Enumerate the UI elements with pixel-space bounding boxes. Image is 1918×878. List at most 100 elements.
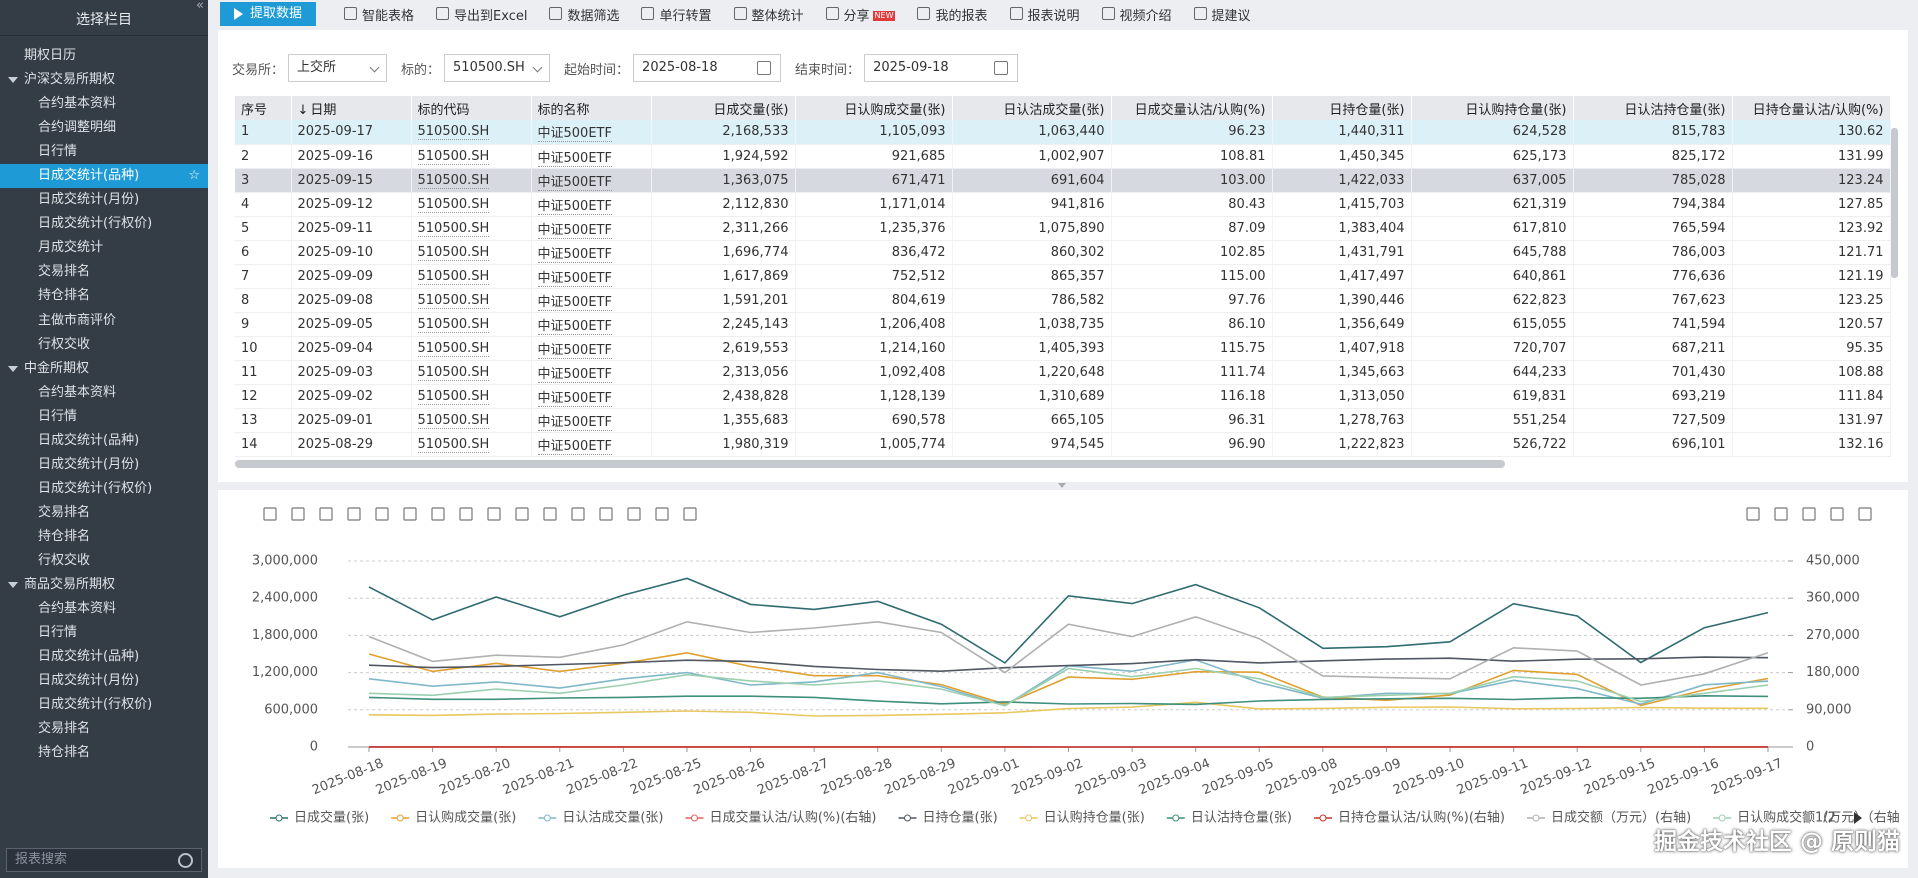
- sidebar-group[interactable]: 沪深交易所期权: [0, 68, 208, 92]
- chart-tool-icon[interactable]: [431, 507, 445, 521]
- table-row[interactable]: 10 2025-09-04 510500.SH 中证500ETF 2,619,553 1,…: [235, 336, 1891, 361]
- chart-tool-icon[interactable]: [319, 507, 333, 521]
- sidebar-item[interactable]: 持仓排名: [38, 745, 91, 761]
- chart-tool-icon[interactable]: [403, 507, 417, 521]
- horizontal-scrollbar[interactable]: [235, 460, 1505, 468]
- sidebar-item[interactable]: 日行情: [38, 144, 78, 160]
- start-date[interactable]: 2025-08-18: [633, 54, 782, 82]
- sidebar-item[interactable]: 持仓排名: [38, 528, 91, 544]
- end-date[interactable]: 2025-09-18: [864, 54, 1019, 82]
- table-row[interactable]: 13 2025-09-01 510500.SH 中证500ETF 1,355,683 69…: [235, 408, 1891, 433]
- toolbar-item[interactable]: 整体统计: [732, 5, 804, 24]
- sidebar-item[interactable]: 主做市商评价: [38, 312, 117, 328]
- chart-tool-icon[interactable]: [655, 507, 669, 521]
- chart-tool-icon[interactable]: [1858, 507, 1872, 521]
- chart-tool-icon[interactable]: [347, 507, 361, 521]
- chart-tool-icon[interactable]: [515, 507, 529, 521]
- column-header[interactable]: 日成交量认沽/认购(%): [1111, 96, 1273, 120]
- table-row[interactable]: 1 2025-09-17 510500.SH 中证500ETF 2,168,533 1,1…: [235, 120, 1891, 145]
- toolbar-item[interactable]: 报表说明: [1008, 5, 1080, 24]
- legend-item[interactable]: 日认沽持仓量(张): [1166, 811, 1292, 826]
- sidebar-item[interactable]: 交易排名: [38, 264, 91, 280]
- chart-tool-icon[interactable]: [571, 507, 585, 521]
- search-input[interactable]: 报表搜索: [6, 848, 202, 872]
- sidebar-item[interactable]: 期权日历: [24, 48, 77, 63]
- legend-prev[interactable]: [1802, 812, 1810, 824]
- sidebar-item[interactable]: 日成交统计(月份): [38, 456, 140, 472]
- sidebar-item[interactable]: 日成交统计(品种): [38, 649, 140, 665]
- sidebar-item[interactable]: 合约基本资料: [38, 384, 117, 400]
- toolbar-item[interactable]: 智能表格: [342, 5, 414, 24]
- sidebar-item[interactable]: 日成交统计(品种): [38, 432, 140, 448]
- chart-tool-icon[interactable]: [487, 507, 501, 521]
- chart-tool-icon[interactable]: [1774, 507, 1788, 521]
- sidebar-item[interactable]: 日成交统计(品种): [0, 164, 208, 189]
- column-header[interactable]: 标的名称: [531, 96, 652, 120]
- table-row[interactable]: 14 2025-08-29 510500.SH 中证500ETF 1,980,319 1,…: [235, 432, 1891, 457]
- chart-tool-icon[interactable]: [263, 507, 277, 521]
- chart-tool-icon[interactable]: [291, 507, 305, 521]
- chart-tool-icon[interactable]: [683, 507, 697, 521]
- toolbar-item[interactable]: 我的报表: [915, 5, 988, 24]
- sidebar-group[interactable]: 中金所期权: [0, 357, 208, 381]
- chart-tool-icon[interactable]: [543, 507, 557, 521]
- column-header[interactable]: 日成交量(张): [651, 96, 796, 120]
- toolbar-item[interactable]: 提建议: [1192, 5, 1251, 24]
- legend-item[interactable]: 日认购成交量(张): [391, 810, 516, 826]
- sidebar-item[interactable]: 日成交统计(月份): [38, 192, 140, 208]
- legend-item[interactable]: 日认购持仓量(张): [1019, 810, 1145, 826]
- sidebar-item[interactable]: 合约基本资料: [38, 601, 117, 617]
- toolbar-item[interactable]: 分享 NEW: [824, 5, 896, 24]
- sidebar-group[interactable]: 商品交易所期权: [0, 573, 208, 597]
- toolbar-item[interactable]: 导出到Excel: [434, 5, 527, 24]
- table-row[interactable]: 5 2025-09-11 510500.SH 中证500ETF 2,311,266 1,2…: [235, 216, 1891, 241]
- legend-item[interactable]: 日持仓量认沽/认购(%)(右轴): [1313, 810, 1505, 826]
- table-row[interactable]: 12 2025-09-02 510500.SH 中证500ETF 2,438,828 1,…: [235, 384, 1891, 409]
- legend-item[interactable]: 日认沽成交量(张): [538, 810, 663, 826]
- column-header[interactable]: 序号: [235, 96, 292, 120]
- table-row[interactable]: 9 2025-09-05 510500.SH 中证500ETF 2,245,143 1,2…: [235, 312, 1891, 337]
- toolbar-item[interactable]: 单行转置: [639, 5, 712, 24]
- sidebar-item[interactable]: 日成交统计(月份): [38, 673, 140, 689]
- sidebar-item[interactable]: 持仓排名: [38, 288, 91, 304]
- column-header[interactable]: 日持仓量认沽/认购(%): [1732, 96, 1891, 120]
- sidebar-item[interactable]: 日成交统计(行权价): [38, 697, 153, 713]
- sidebar-item[interactable]: 日行情: [38, 408, 78, 424]
- exchange-select[interactable]: 上交所: [288, 54, 388, 82]
- extract-button[interactable]: 提取数据: [220, 2, 317, 26]
- table-row[interactable]: 3 2025-09-15 510500.SH 中证500ETF 1,363,075 671…: [235, 168, 1891, 193]
- vertical-scrollbar[interactable]: [1891, 128, 1898, 278]
- sidebar-item[interactable]: 合约基本资料: [38, 96, 117, 112]
- sidebar-item[interactable]: 合约调整明细: [38, 120, 117, 136]
- sidebar-item[interactable]: 日成交统计(行权价): [38, 480, 153, 496]
- column-header[interactable]: 日持仓量(张): [1272, 96, 1412, 120]
- sidebar-item[interactable]: 月成交统计: [38, 240, 104, 256]
- toolbar-item[interactable]: 视频介绍: [1100, 5, 1172, 24]
- chart-tool-icon[interactable]: [375, 507, 389, 521]
- sidebar-item[interactable]: 交易排名: [38, 504, 91, 520]
- sidebar-item[interactable]: 日成交统计(行权价): [38, 216, 153, 232]
- chart-tool-icon[interactable]: [599, 507, 613, 521]
- sidebar-item[interactable]: 日行情: [38, 625, 78, 641]
- table-row[interactable]: 8 2025-09-08 510500.SH 中证500ETF 1,591,201 804…: [235, 288, 1891, 313]
- table-row[interactable]: 4 2025-09-12 510500.SH 中证500ETF 2,112,830 1,1…: [235, 192, 1891, 217]
- sidebar-item[interactable]: 交易排名: [38, 721, 91, 737]
- sidebar-item[interactable]: 行权交收: [38, 336, 91, 352]
- splitter[interactable]: [1058, 483, 1066, 488]
- chart-tool-icon[interactable]: [1830, 507, 1844, 521]
- legend-item[interactable]: 日持仓量(张): [898, 811, 998, 826]
- column-header[interactable]: 标的代码: [411, 96, 532, 120]
- column-header[interactable]: 日认沽成交量(张): [952, 96, 1112, 120]
- column-header[interactable]: 日认购持仓量(张): [1411, 96, 1574, 120]
- underlying-select[interactable]: 510500.SH: [444, 54, 551, 82]
- column-header[interactable]: 日认沽持仓量(张): [1573, 96, 1733, 120]
- table-row[interactable]: 11 2025-09-03 510500.SH 中证500ETF 2,313,056 1,…: [235, 360, 1891, 385]
- legend-item[interactable]: 日认购成交额（万元）（右轴: [1713, 810, 1900, 826]
- chart-tool-icon[interactable]: [1802, 507, 1816, 521]
- collapse-button[interactable]: «: [196, 0, 204, 13]
- chart-tool-icon[interactable]: [1746, 507, 1760, 521]
- table-row[interactable]: 2 2025-09-16 510500.SH 中证500ETF 1,924,592 921…: [235, 144, 1891, 169]
- column-header[interactable]: 日认购成交量(张): [795, 96, 953, 120]
- legend-next[interactable]: [1854, 812, 1862, 824]
- legend-item[interactable]: 日成交量(张): [270, 810, 369, 826]
